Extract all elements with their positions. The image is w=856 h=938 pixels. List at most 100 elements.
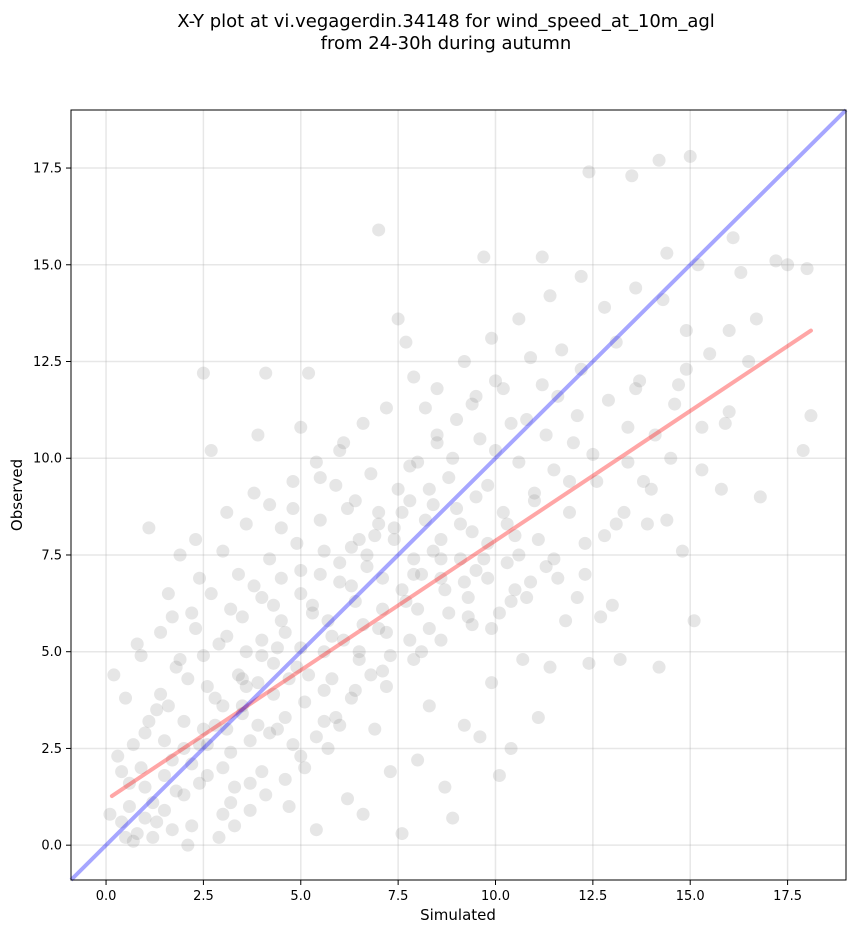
data-point <box>286 474 300 488</box>
data-point <box>481 478 495 492</box>
data-point <box>376 664 390 678</box>
data-point <box>356 807 370 821</box>
data-point <box>111 749 125 763</box>
data-point <box>531 710 545 724</box>
data-point <box>465 618 479 632</box>
data-point <box>473 432 487 446</box>
data-point <box>282 799 296 813</box>
data-point <box>668 397 682 411</box>
data-point <box>457 575 471 589</box>
data-point <box>485 331 499 345</box>
data-point <box>418 401 432 415</box>
data-point <box>660 246 674 260</box>
data-point <box>360 560 374 574</box>
data-point <box>473 730 487 744</box>
data-point <box>298 695 312 709</box>
data-point <box>344 579 358 593</box>
data-point <box>446 451 460 465</box>
data-point <box>165 753 179 767</box>
data-point <box>625 169 639 183</box>
data-point <box>379 680 393 694</box>
data-point <box>407 652 421 666</box>
data-point <box>251 718 265 732</box>
data-point <box>224 745 238 759</box>
data-point <box>216 807 230 821</box>
data-point <box>539 428 553 442</box>
data-point <box>679 324 693 338</box>
data-point <box>387 532 401 546</box>
x-tick-label: 2.5 <box>193 889 214 904</box>
data-point <box>157 803 171 817</box>
data-point <box>142 714 156 728</box>
grid-lines <box>71 110 846 880</box>
data-point <box>348 494 362 508</box>
data-point <box>500 517 514 531</box>
data-point <box>722 324 736 338</box>
data-point <box>107 668 121 682</box>
data-point <box>520 591 534 605</box>
data-point <box>325 672 339 686</box>
data-point <box>718 416 732 430</box>
data-point <box>687 614 701 628</box>
data-point <box>477 552 491 566</box>
data-point <box>379 401 393 415</box>
data-point <box>348 594 362 608</box>
data-point <box>317 645 331 659</box>
data-point <box>204 587 218 601</box>
data-point <box>496 382 510 396</box>
y-tick-label: 2.5 <box>41 742 62 757</box>
data-point <box>352 652 366 666</box>
data-point <box>313 471 327 485</box>
data-point <box>430 428 444 442</box>
data-point <box>418 513 432 527</box>
data-point <box>769 254 783 268</box>
data-point <box>208 718 222 732</box>
data-point <box>442 471 456 485</box>
data-point <box>465 397 479 411</box>
data-point <box>356 618 370 632</box>
data-point <box>695 463 709 477</box>
data-point <box>115 815 129 829</box>
data-point <box>317 683 331 697</box>
data-point <box>235 707 249 721</box>
data-point <box>714 482 728 496</box>
data-point <box>524 575 538 589</box>
data-point <box>601 393 615 407</box>
data-point <box>434 633 448 647</box>
data-point <box>742 355 756 369</box>
data-point <box>235 610 249 624</box>
data-point <box>239 680 253 694</box>
data-point <box>247 486 261 500</box>
data-point <box>177 714 191 728</box>
data-point <box>407 552 421 566</box>
x-axis-label: Simulated <box>420 906 496 924</box>
data-point <box>527 494 541 508</box>
data-point <box>177 741 191 755</box>
data-point <box>212 637 226 651</box>
data-point <box>298 761 312 775</box>
data-point <box>321 741 335 755</box>
data-point <box>294 420 308 434</box>
data-point <box>644 482 658 496</box>
data-point <box>255 591 269 605</box>
data-point <box>138 811 152 825</box>
data-point <box>555 343 569 357</box>
data-point <box>508 529 522 543</box>
data-point <box>426 544 440 558</box>
data-point <box>430 382 444 396</box>
data-point <box>426 498 440 512</box>
data-point <box>726 231 740 245</box>
data-point <box>512 548 526 562</box>
data-point <box>212 830 226 844</box>
data-point <box>189 532 203 546</box>
data-point <box>228 780 242 794</box>
data-point <box>683 149 697 163</box>
data-point <box>247 579 261 593</box>
y-tick-label: 15.0 <box>33 258 62 273</box>
data-point <box>130 827 144 841</box>
data-point <box>119 830 133 844</box>
data-point <box>376 602 390 616</box>
data-point <box>609 335 623 349</box>
data-point <box>652 660 666 674</box>
